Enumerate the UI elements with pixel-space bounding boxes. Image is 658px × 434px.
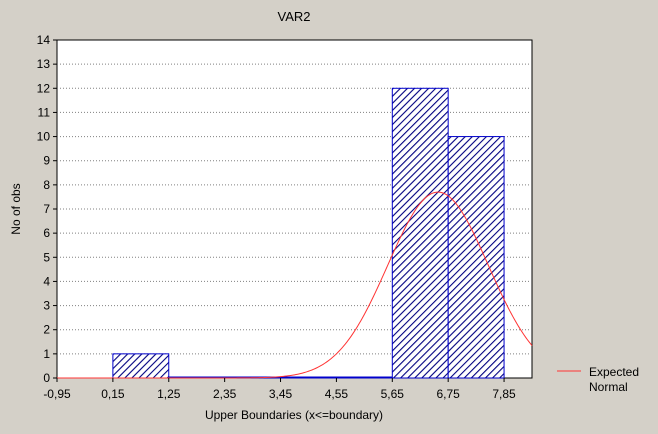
- y-tick-label: 0: [43, 371, 50, 385]
- y-axis-title: No of obs: [9, 183, 23, 234]
- histogram-bar: [447, 136, 505, 379]
- histogram-bar: [112, 353, 170, 379]
- bars: [112, 87, 505, 379]
- y-tick-label: 2: [43, 323, 50, 337]
- x-tick-label: 4,55: [325, 387, 349, 401]
- y-tick-label: 4: [43, 274, 50, 288]
- histogram-bar: [280, 376, 337, 379]
- x-tick-label: 7,85: [492, 387, 516, 401]
- chart-title: VAR2: [278, 9, 311, 24]
- y-tick-label: 3: [43, 299, 50, 313]
- y-tick-label: 13: [37, 57, 51, 71]
- x-tick-label: 6,75: [436, 387, 460, 401]
- legend: Expected Normal: [557, 365, 639, 394]
- y-tick-label: 9: [43, 154, 50, 168]
- y-tick-label: 14: [37, 33, 51, 47]
- histogram-bar: [391, 87, 449, 379]
- x-tick-label: 3,45: [269, 387, 293, 401]
- expected-normal-curve: [57, 191, 533, 379]
- legend-label-line1: Expected: [589, 365, 639, 379]
- x-tick-label: -0,95: [43, 387, 71, 401]
- y-tick-label: 1: [43, 347, 50, 361]
- y-tick-label: 12: [37, 81, 51, 95]
- x-tick-label: 0,15: [101, 387, 125, 401]
- x-tick-label: 1,25: [157, 387, 181, 401]
- y-tick-label: 6: [43, 226, 50, 240]
- x-axis-title: Upper Boundaries (x<=boundary): [205, 408, 383, 422]
- curve-line: [57, 191, 533, 379]
- y-tick-label: 10: [37, 130, 51, 144]
- x-tick-label: 2,35: [213, 387, 237, 401]
- legend-label-line2: Normal: [589, 380, 628, 394]
- y-tick-label: 7: [43, 202, 50, 216]
- x-axis: -0,95 0,15 1,25 2,35 3,45 4,55 5,65 6,75 7,85: [43, 378, 516, 401]
- histogram-bar: [335, 376, 393, 379]
- x-tick-label: 5,65: [381, 387, 405, 401]
- y-tick-label: 8: [43, 178, 50, 192]
- y-tick-label: 5: [43, 250, 50, 264]
- gridlines: [57, 63, 532, 355]
- y-tick-label: 11: [38, 105, 51, 119]
